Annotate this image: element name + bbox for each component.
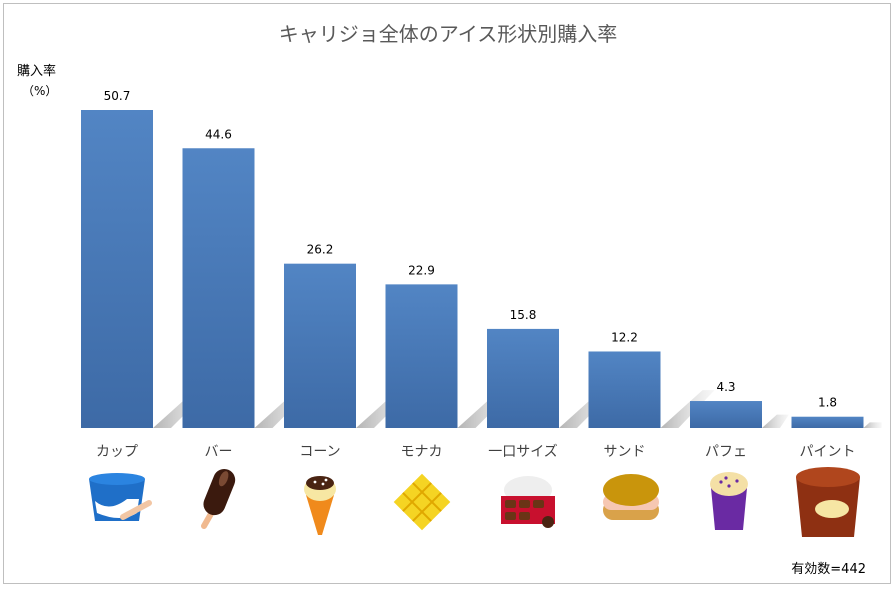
bar-5 xyxy=(588,351,661,428)
value-label-1: 44.6 xyxy=(205,127,232,141)
bar-6 xyxy=(690,401,762,428)
value-label-4: 15.8 xyxy=(510,308,537,322)
bar-4 xyxy=(487,328,559,428)
value-label-3: 22.9 xyxy=(408,263,435,277)
bar-shadow-7 xyxy=(863,422,882,428)
value-label-2: 26.2 xyxy=(307,243,334,257)
bars xyxy=(81,110,864,428)
y-axis-unit: （%） xyxy=(22,84,58,98)
parfait-ice-icon xyxy=(710,472,748,530)
bar-ice-icon xyxy=(201,469,236,529)
bar-0 xyxy=(81,110,153,428)
category-labels: カップ バー コーン モナカ 一口サイズ サンド パフェ パイント xyxy=(96,444,856,460)
bar-7 xyxy=(791,416,864,428)
y-axis-label: 購入率 xyxy=(17,64,57,79)
pint-ice-icon xyxy=(796,467,860,537)
category-label-6: パフェ xyxy=(705,444,747,460)
bar-3 xyxy=(385,284,458,428)
bar-shadow-5 xyxy=(660,390,715,428)
category-label-5: サンド xyxy=(604,444,646,460)
category-label-2: コーン xyxy=(299,444,340,460)
value-label-7: 1.8 xyxy=(818,396,837,410)
valid-count-note: 有効数=442 xyxy=(791,562,866,577)
bar-1 xyxy=(182,148,255,428)
category-label-7: パイント xyxy=(800,444,856,460)
chart-title: キャリジョ全体のアイス形状別購入率 xyxy=(278,22,618,46)
cup-ice-icon xyxy=(89,473,152,521)
category-label-3: モナカ xyxy=(401,444,443,460)
category-label-0: カップ xyxy=(96,444,138,460)
value-labels: 50.7 44.6 26.2 22.9 15.8 12.2 4.3 1.8 xyxy=(104,89,837,410)
bar-shadow-6 xyxy=(762,414,789,428)
cone-ice-icon xyxy=(304,476,336,535)
value-label-0: 50.7 xyxy=(104,89,131,103)
value-label-6: 4.3 xyxy=(716,380,735,394)
value-label-5: 12.2 xyxy=(611,330,638,344)
monaka-ice-icon xyxy=(393,473,451,531)
category-label-1: バー xyxy=(205,444,233,460)
bite-size-ice-icon xyxy=(501,476,555,528)
sandwich-ice-icon xyxy=(603,474,659,520)
category-label-4: 一口サイズ xyxy=(488,444,558,460)
bar-2 xyxy=(284,263,356,428)
